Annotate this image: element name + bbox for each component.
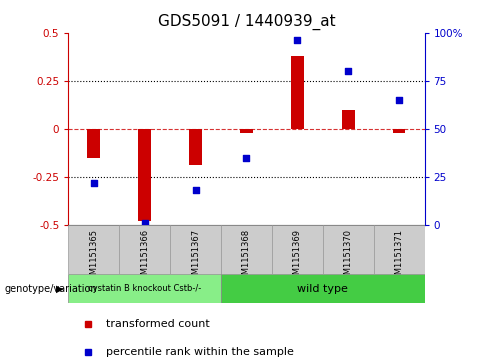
Text: percentile rank within the sample: percentile rank within the sample: [106, 347, 294, 357]
Point: [90, 180, 98, 185]
Point: [345, 68, 352, 74]
Bar: [189, 129, 202, 166]
Point: [141, 220, 148, 226]
Bar: [240, 129, 253, 133]
Text: ▶: ▶: [56, 284, 63, 294]
Bar: [68, 225, 119, 274]
Point: [293, 37, 301, 43]
Title: GDS5091 / 1440939_at: GDS5091 / 1440939_at: [158, 14, 335, 30]
Text: GSM1151371: GSM1151371: [395, 229, 404, 285]
Text: genotype/variation: genotype/variation: [5, 284, 98, 294]
Bar: [323, 225, 374, 274]
Point: [243, 155, 250, 160]
Text: GSM1151367: GSM1151367: [191, 229, 200, 285]
Text: cystatin B knockout Cstb-/-: cystatin B knockout Cstb-/-: [88, 284, 201, 293]
Text: GSM1151368: GSM1151368: [242, 229, 251, 285]
Text: GSM1151370: GSM1151370: [344, 229, 353, 285]
Bar: [342, 110, 355, 129]
Bar: [87, 129, 100, 158]
Text: GSM1151369: GSM1151369: [293, 229, 302, 285]
Text: GSM1151365: GSM1151365: [89, 229, 98, 285]
Bar: [374, 225, 425, 274]
Bar: [272, 225, 323, 274]
Bar: [291, 56, 304, 129]
Point: [395, 97, 403, 103]
Bar: [68, 274, 221, 303]
Bar: [119, 225, 170, 274]
Bar: [170, 225, 221, 274]
Bar: [393, 129, 406, 133]
Bar: [221, 225, 272, 274]
Text: wild type: wild type: [297, 284, 348, 294]
Bar: [221, 274, 425, 303]
Bar: [138, 129, 151, 221]
Text: GSM1151366: GSM1151366: [140, 229, 149, 285]
Point: [192, 188, 200, 193]
Text: transformed count: transformed count: [106, 319, 209, 329]
